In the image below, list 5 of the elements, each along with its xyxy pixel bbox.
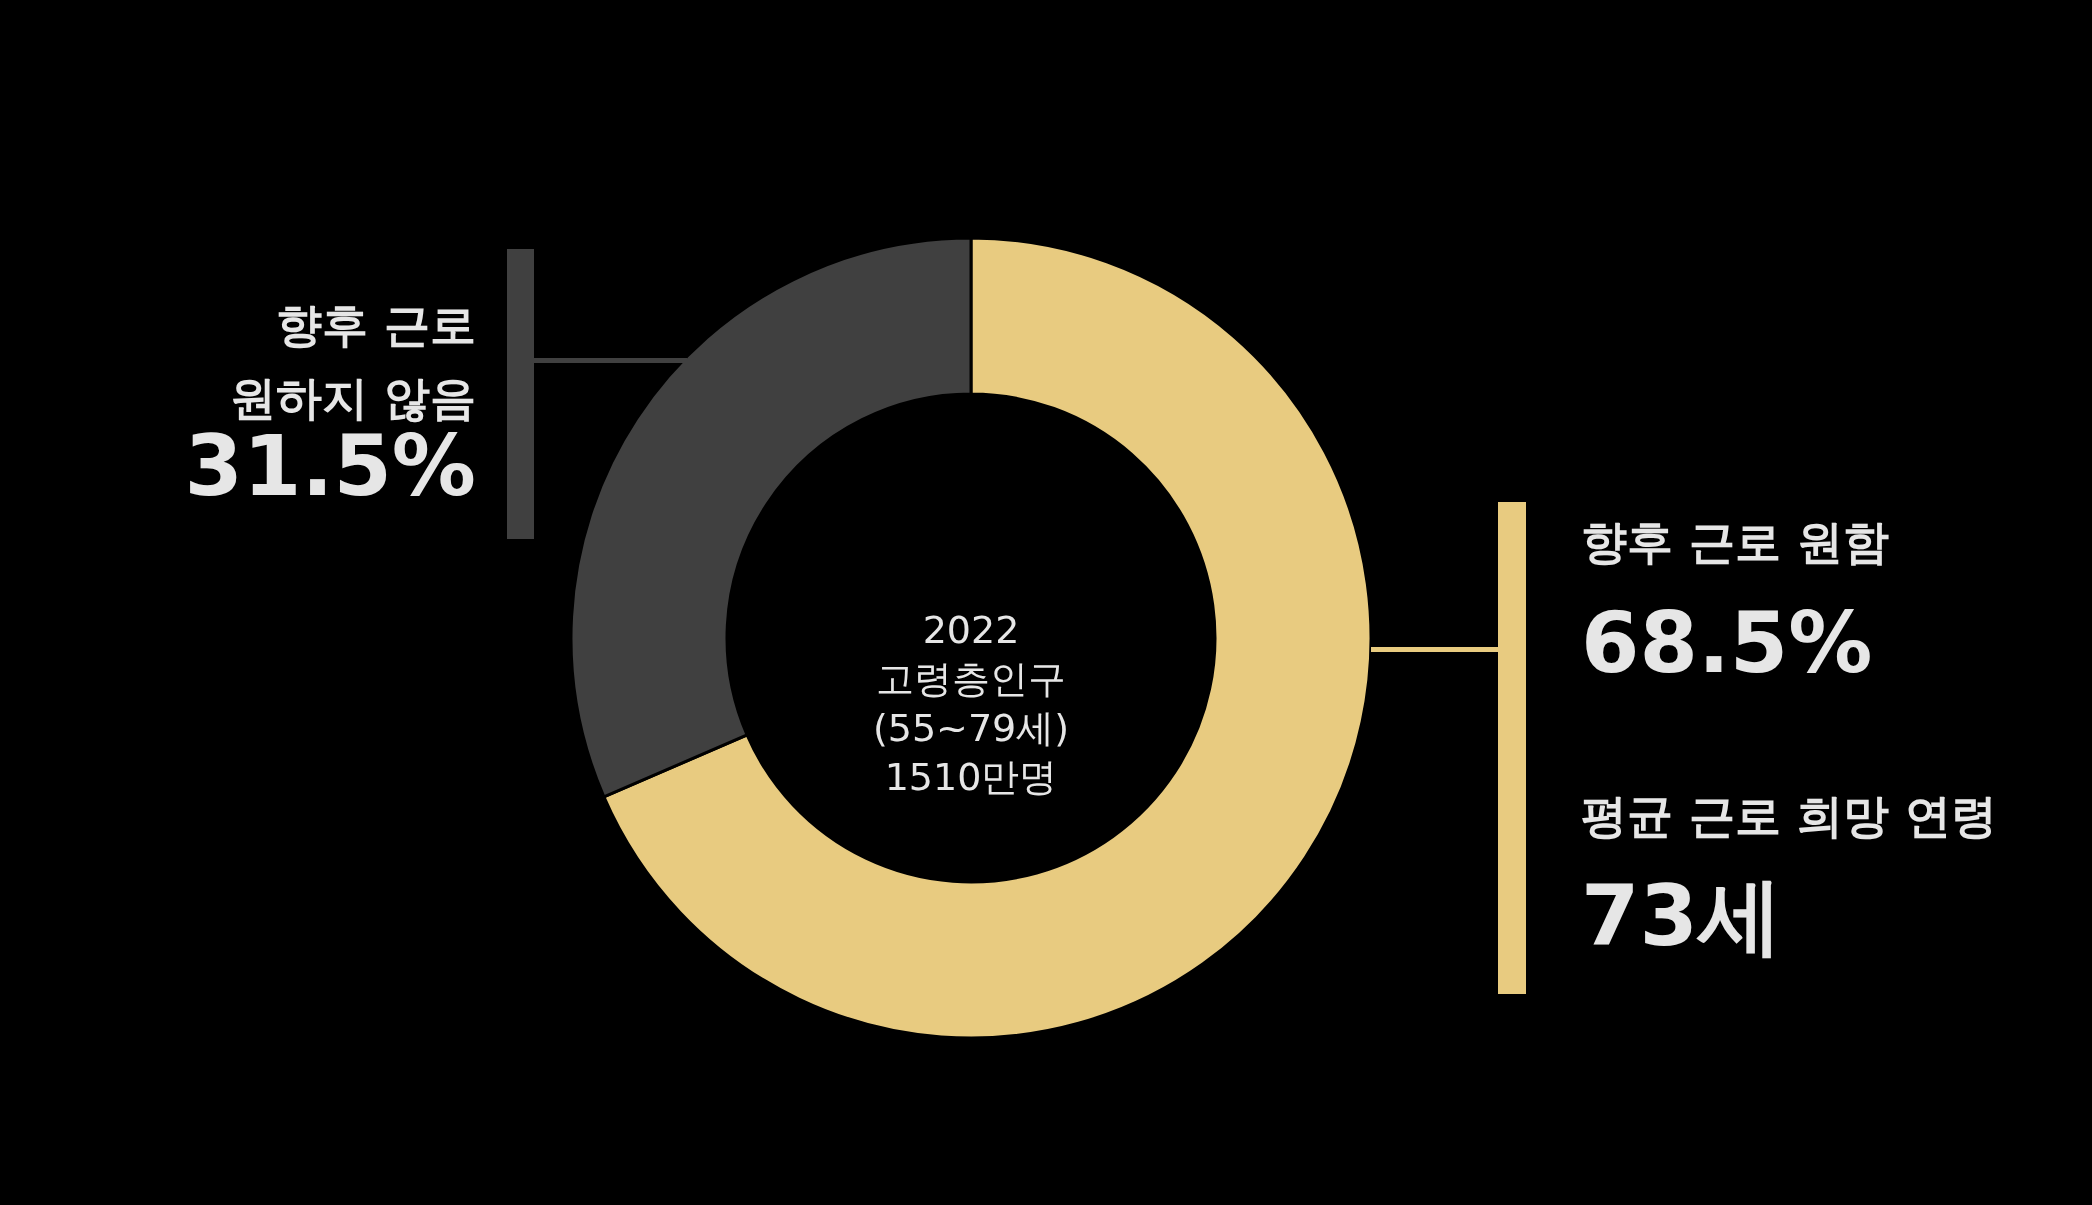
text: 2022 고령층인구 (55~79세) 1510만명 [872,608,1070,799]
data-label: 68.5% [1581,594,1873,692]
text: 73세 [1581,867,1782,965]
text: 평균 근로 희망 연령 [1581,789,1998,843]
slice-label: 향후 근로 원함 [1581,515,1890,569]
